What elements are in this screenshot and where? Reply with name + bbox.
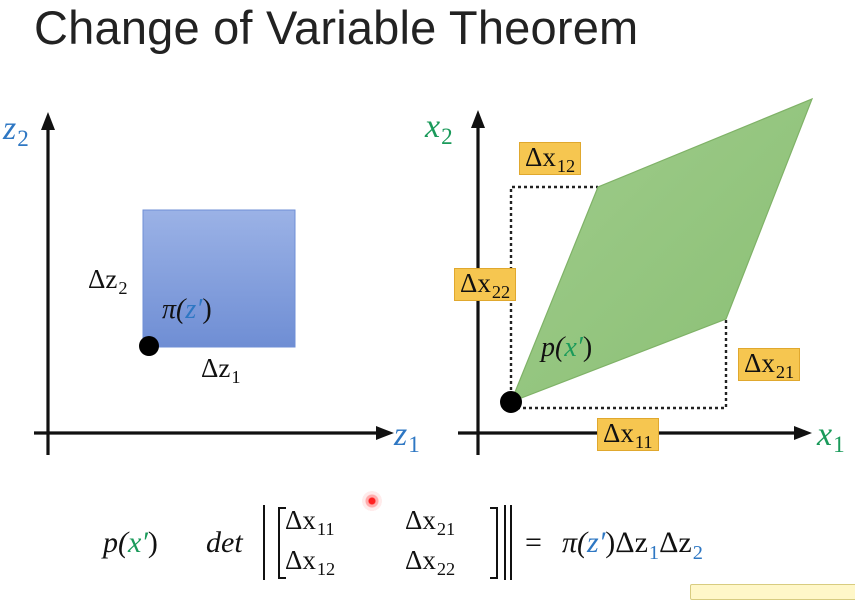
right-y-axis-label: x2	[425, 108, 453, 151]
tag-delta-x12: Δx12	[519, 142, 582, 175]
right-x-arrowhead	[794, 426, 812, 440]
formula-equals: =	[525, 526, 542, 559]
matrix-cell-22: Δx22	[405, 545, 456, 579]
matrix-cell-21: Δx12	[285, 545, 336, 579]
pi-density-label: π(z′)	[162, 294, 212, 325]
x-point	[500, 391, 522, 413]
x-region-parallelogram	[509, 97, 814, 404]
left-y-arrowhead	[41, 112, 55, 130]
delta-z2-label: Δz2	[88, 264, 128, 298]
tag-delta-x11: Δx11	[597, 418, 659, 451]
tag-delta-x21: Δx21	[738, 348, 801, 381]
left-x-arrowhead	[376, 426, 394, 440]
p-density-label: p(x′)	[541, 332, 593, 363]
matrix-cell-11: Δx11	[285, 505, 335, 539]
formula-det: det	[206, 526, 243, 559]
formula-rhs: π(z′)Δz1Δz2	[562, 526, 703, 564]
laser-pointer-dot	[362, 491, 382, 511]
z-region-square	[142, 209, 296, 348]
matrix-cell-12: Δx21	[405, 505, 456, 539]
left-y-axis-label: z2	[3, 110, 29, 153]
left-x-axis-label: z1	[394, 416, 420, 459]
z-point	[139, 336, 159, 356]
dotted-bounding-box	[509, 185, 598, 402]
screencast-watermark-badge	[690, 584, 855, 600]
tag-delta-x22: Δx22	[454, 268, 517, 301]
slide-title: Change of Variable Theorem	[34, 1, 639, 54]
delta-z1-label: Δz1	[201, 353, 241, 387]
formula-lhs: p(x′)	[103, 526, 158, 559]
matrix-bracket-left	[278, 507, 286, 579]
matrix-bracket-right	[490, 507, 498, 579]
right-x-axis-label: x1	[817, 416, 845, 459]
right-y-arrowhead	[471, 110, 485, 128]
